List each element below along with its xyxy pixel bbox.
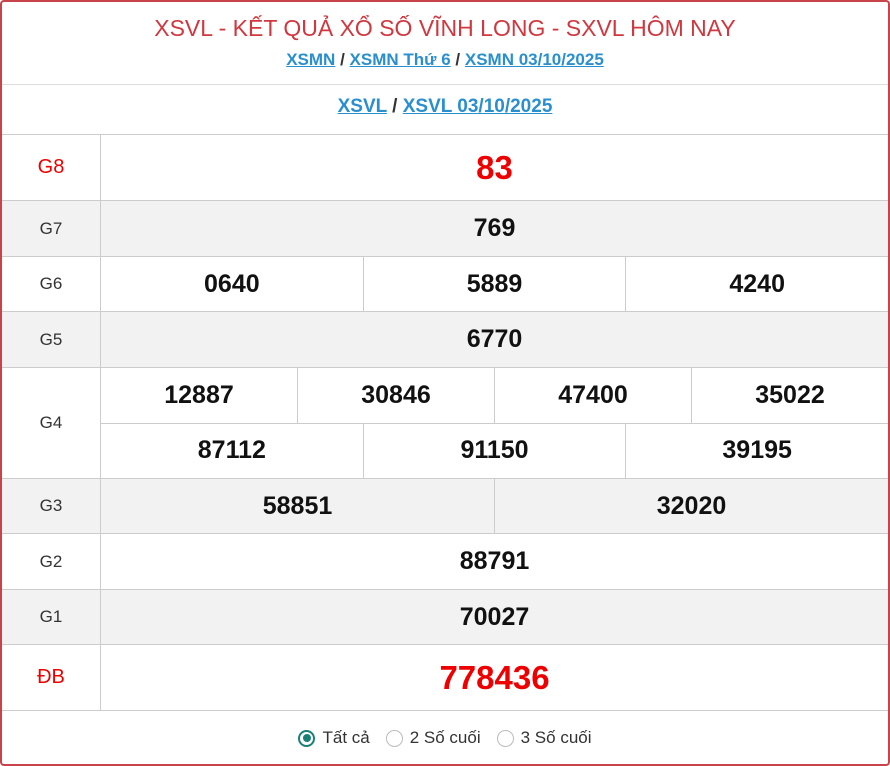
prize-number: 0640 <box>204 269 260 298</box>
prize-number: 39195 <box>625 423 888 478</box>
prize-label: G8 <box>2 135 101 200</box>
sub-breadcrumb: XSVL / XSVL 03/10/2025 <box>2 85 888 135</box>
radio-icon[interactable] <box>298 729 316 747</box>
prize-row-3: G5 6770 <box>2 312 888 368</box>
digit-filter: Tất cả 2 Số cuối 3 Số cuối <box>2 711 888 764</box>
prize-number: 5889 <box>362 257 626 311</box>
prize-number: 32020 <box>494 479 888 533</box>
prize-line: 70027 <box>101 590 888 644</box>
prize-line: 0640 5889 4240 <box>101 257 888 311</box>
prize-values: 58851 32020 <box>101 479 888 533</box>
prize-row-0: G8 83 <box>2 135 888 201</box>
prize-row-2: G6 0640 5889 4240 <box>2 257 888 312</box>
prize-number: 87112 <box>197 436 266 465</box>
prize-label: G5 <box>2 312 101 367</box>
prize-line: 6770 <box>101 312 888 367</box>
results-table: G8 83 G7 769 G6 0640 5889 4240 G5 6770 G4 12887 3084… <box>2 135 888 711</box>
separator: / <box>392 96 398 117</box>
prize-number: 30846 <box>297 368 494 423</box>
prize-values: 769 <box>101 201 888 256</box>
separator: / <box>455 50 461 69</box>
prize-line: 87112 91150 39195 <box>101 422 888 478</box>
prize-line: 12887 30846 47400 35022 <box>101 368 888 423</box>
prize-row-6: G2 88791 <box>2 534 888 590</box>
breadcrumb: XSMN / XSMN Thứ 6 / XSMN 03/10/2025 <box>2 50 888 70</box>
link-xsvl-date[interactable]: XSVL 03/10/2025 <box>402 96 553 117</box>
prize-number: 91150 <box>362 423 626 478</box>
page-title: XSVL - KẾT QUẢ XỔ SỐ VĨNH LONG - SXVL HÔ… <box>154 15 736 41</box>
prize-values: 6770 <box>101 312 888 367</box>
prize-number: 4240 <box>625 257 888 311</box>
prize-line: 83 <box>101 135 888 200</box>
prize-row-5: G3 58851 32020 <box>2 479 888 534</box>
prize-values: 70027 <box>101 590 888 644</box>
prize-line: 88791 <box>101 534 888 589</box>
prize-label: G3 <box>2 479 101 533</box>
filter-label: 3 Số cuối <box>520 728 592 747</box>
filter-label: Tất cả <box>322 728 370 747</box>
prize-label: G1 <box>2 590 101 644</box>
prize-number: 83 <box>476 148 513 186</box>
filter-3-digits[interactable]: 3 Số cuối <box>496 728 592 748</box>
radio-icon[interactable] <box>496 729 514 747</box>
prize-number: 35022 <box>691 368 888 423</box>
prize-values: 88791 <box>101 534 888 589</box>
filter-label: 2 Số cuối <box>409 728 481 747</box>
link-xsmn-thu-6[interactable]: XSMN Thứ 6 <box>349 50 451 69</box>
prize-values: 0640 5889 4240 <box>101 257 888 311</box>
prize-line: 769 <box>101 201 888 256</box>
prize-number: 778436 <box>439 658 550 696</box>
link-xsmn[interactable]: XSMN <box>286 50 336 69</box>
header: XSVL - KẾT QUẢ XỔ SỐ VĨNH LONG - SXVL HÔ… <box>2 2 888 85</box>
prize-label: G7 <box>2 201 101 256</box>
prize-label: G2 <box>2 534 101 589</box>
prize-label: G6 <box>2 257 101 311</box>
prize-number: 6770 <box>466 325 523 353</box>
prize-label: G4 <box>2 368 101 478</box>
prize-values: 12887 30846 47400 35022 87112 91150 39195 <box>101 368 888 478</box>
filter-2-digits[interactable]: 2 Số cuối <box>385 728 481 748</box>
filter-all[interactable]: Tất cả <box>298 728 370 748</box>
link-xsmn-date[interactable]: XSMN 03/10/2025 <box>464 50 604 69</box>
prize-number: 58851 <box>262 491 333 520</box>
prize-values: 778436 <box>101 645 888 710</box>
prize-values: 83 <box>101 135 888 200</box>
prize-row-7: G1 70027 <box>2 590 888 645</box>
prize-number: 769 <box>473 214 516 242</box>
prize-label: ĐB <box>2 645 101 710</box>
separator: / <box>340 50 345 69</box>
prize-number: 88791 <box>459 547 530 575</box>
prize-number: 12887 <box>164 380 234 409</box>
prize-line: 778436 <box>101 645 888 710</box>
prize-number: 70027 <box>459 602 530 631</box>
radio-icon[interactable] <box>385 729 403 747</box>
prize-line: 58851 32020 <box>101 479 888 533</box>
link-xsvl[interactable]: XSVL <box>337 96 387 117</box>
prize-row-1: G7 769 <box>2 201 888 257</box>
prize-row-4: G4 12887 30846 47400 35022 87112 91150 39195 <box>2 368 888 479</box>
prize-number: 47400 <box>494 368 691 423</box>
prize-row-8: ĐB 778436 <box>2 645 888 711</box>
